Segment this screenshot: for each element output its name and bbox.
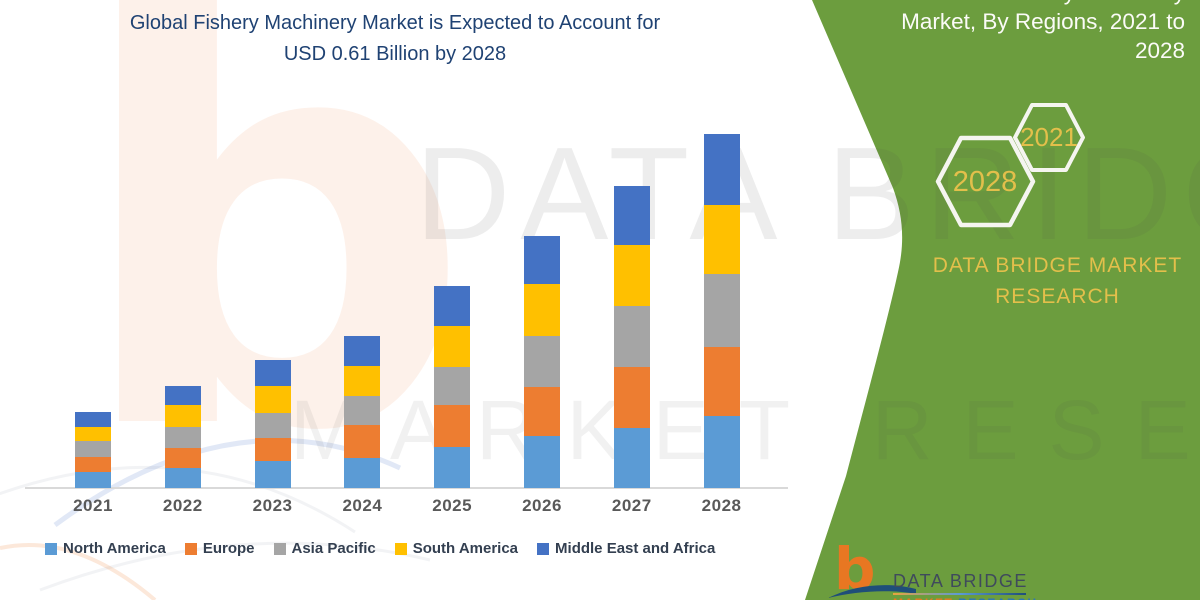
bar-segment-2027-europe — [613, 366, 650, 429]
x-axis-line — [25, 487, 788, 489]
bar-segment-2022-middle-east-and-africa — [164, 385, 201, 406]
bar-segment-2028-north-america — [703, 416, 740, 488]
x-axis-label-2021: 2021 — [73, 496, 113, 515]
stacked-bar-2025 — [434, 285, 471, 488]
legend-swatch-icon — [184, 543, 197, 555]
legend-item-middle-east-and-africa: Middle East and Africa — [537, 540, 715, 557]
x-axis-label-2026: 2026 — [522, 496, 562, 515]
bar-segment-2026-middle-east-and-africa — [524, 235, 560, 285]
legend-label: Europe — [202, 540, 255, 557]
legend-label: South America — [412, 540, 519, 557]
x-axis-label-2023: 2023 — [252, 496, 293, 515]
legend-swatch-icon — [45, 543, 57, 555]
bar-segment-2024-asia-pacific — [344, 395, 381, 426]
legend-label: Asia Pacific — [291, 540, 376, 557]
stacked-bar-2022 — [164, 385, 201, 488]
chart-title: Global Fishery Machinery Market is Expec… — [30, 8, 760, 70]
bar-segment-2028-south-america — [703, 205, 740, 275]
legend-item-south-america: South America — [394, 540, 519, 557]
bar-segment-2021-europe — [75, 456, 111, 472]
bar-segment-2022-asia-pacific — [164, 426, 201, 449]
legend-swatch-icon — [537, 543, 550, 555]
stacked-bar-2021 — [75, 412, 111, 488]
bar-segment-2023-south-america — [254, 385, 291, 413]
chart-title-line2: USD 0.61 Billion by 2028 — [283, 43, 507, 65]
stacked-bar-2023 — [254, 360, 291, 488]
bar-segment-2025-middle-east-and-africa — [434, 285, 471, 327]
stacked-bar-2028 — [703, 134, 740, 488]
bar-segment-2023-middle-east-and-africa — [254, 360, 291, 386]
x-axis-label-2025: 2025 — [432, 496, 473, 515]
bar-segment-2022-south-america — [164, 405, 201, 427]
stacked-bar-2024 — [344, 335, 381, 488]
bar-segment-2028-middle-east-and-africa — [703, 134, 740, 206]
bar-segment-2027-asia-pacific — [613, 305, 650, 367]
bar-segment-2024-south-america — [344, 365, 381, 396]
bar-segment-2026-europe — [524, 386, 560, 437]
legend-label: Middle East and Africa — [555, 540, 716, 557]
x-axis-label-2028: 2028 — [701, 496, 742, 515]
bar-segment-2021-north-america — [75, 471, 111, 488]
x-axis-label-2027: 2027 — [611, 496, 652, 515]
bar-segment-2021-south-america — [75, 427, 111, 441]
bar-segment-2025-europe — [434, 404, 471, 448]
bar-segment-2027-north-america — [613, 428, 650, 488]
bar-segment-2025-south-america — [434, 326, 471, 367]
bar-segment-2023-asia-pacific — [254, 412, 291, 438]
x-axis-label-2022: 2022 — [162, 496, 203, 515]
bar-segment-2023-europe — [254, 437, 291, 462]
sidebar-green-polygon — [805, 0, 1200, 600]
chart-legend: North America Europe Asia Pacific South Ame… — [45, 540, 715, 557]
legend-swatch-icon — [394, 543, 407, 555]
bar-segment-2023-north-america — [254, 461, 291, 488]
bar-segment-2026-south-america — [524, 284, 560, 337]
legend-swatch-icon — [273, 543, 286, 555]
bar-segment-2027-south-america — [613, 245, 650, 306]
stacked-bar-2026 — [524, 235, 560, 488]
bar-segment-2024-europe — [344, 425, 381, 458]
bar-segment-2021-middle-east-and-africa — [75, 412, 111, 428]
bar-segment-2024-north-america — [344, 457, 381, 488]
bar-segment-2024-middle-east-and-africa — [344, 335, 381, 366]
bar-segment-2021-asia-pacific — [75, 440, 111, 457]
x-axis-label-2024: 2024 — [342, 496, 383, 515]
legend-label: North America — [63, 540, 166, 557]
chart-title-line1: Global Fishery Machinery Market is Expec… — [129, 12, 661, 34]
stacked-bar-2027 — [613, 185, 650, 488]
legend-item-europe: Europe — [184, 540, 255, 557]
bar-segment-2027-middle-east-and-africa — [613, 185, 650, 246]
bar-segment-2025-north-america — [434, 447, 471, 488]
bar-segment-2028-asia-pacific — [703, 274, 740, 347]
legend-item-north-america: North America — [45, 540, 166, 557]
bar-segment-2028-europe — [703, 346, 740, 417]
bar-segment-2026-asia-pacific — [524, 336, 560, 387]
bar-segment-2025-asia-pacific — [434, 366, 471, 405]
bar-segment-2022-europe — [164, 448, 201, 468]
legend-item-asia-pacific: Asia Pacific — [273, 540, 376, 557]
bar-segment-2022-north-america — [164, 467, 201, 488]
bar-segment-2026-north-america — [524, 436, 560, 488]
